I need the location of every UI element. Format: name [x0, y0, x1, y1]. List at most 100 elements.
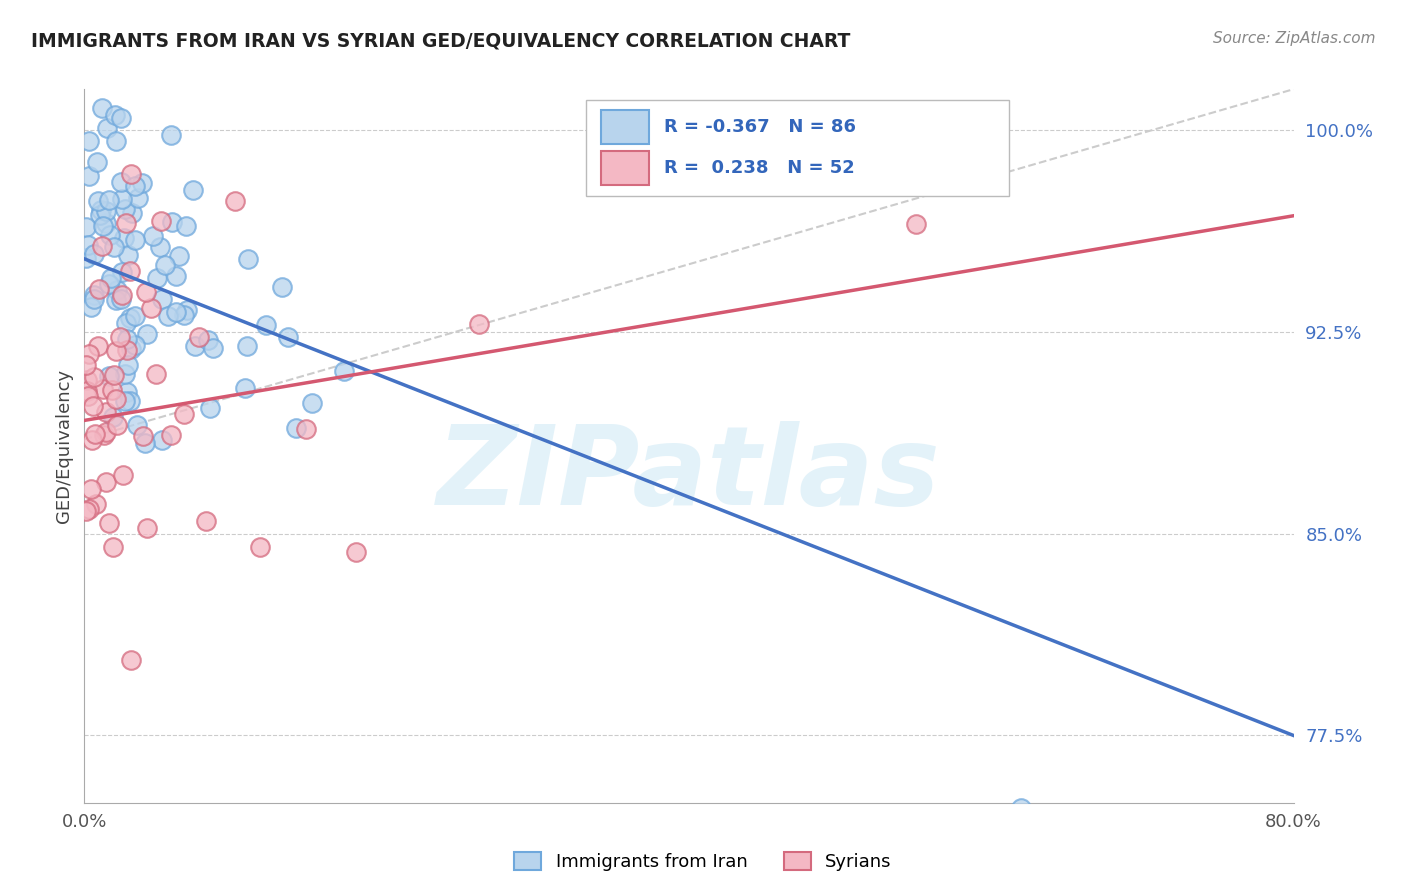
Point [121, 206, 143, 220]
Point [83, 288, 105, 302]
Point [77, 237, 100, 252]
Point [111, 287, 134, 301]
Point [224, 194, 246, 209]
Point [254, 318, 277, 332]
Point [115, 216, 138, 230]
Point [117, 385, 139, 400]
Point [167, 249, 190, 263]
Point [159, 128, 181, 142]
Point [104, 343, 127, 358]
Point [184, 339, 207, 353]
Point [187, 330, 209, 344]
Point [173, 407, 195, 421]
Point [97, 194, 120, 208]
Point [134, 436, 156, 450]
Point [96, 475, 118, 490]
Point [80, 482, 103, 496]
Point [105, 417, 128, 432]
Point [149, 214, 172, 228]
Point [174, 219, 197, 233]
Point [124, 233, 146, 247]
Point [118, 394, 141, 409]
Point [94, 217, 117, 231]
Point [146, 271, 169, 285]
Point [236, 252, 259, 266]
Legend: Immigrants from Iran, Syrians: Immigrants from Iran, Syrians [508, 845, 898, 879]
Point [277, 330, 299, 344]
Text: R =  0.238   N = 52: R = 0.238 N = 52 [664, 159, 855, 177]
Point [157, 309, 180, 323]
Point [142, 229, 165, 244]
Point [236, 338, 259, 352]
Point [127, 190, 149, 204]
Point [124, 338, 146, 352]
Point [111, 192, 134, 206]
Point [89, 208, 111, 222]
Point [131, 176, 153, 190]
Point [145, 367, 167, 381]
Point [110, 111, 132, 125]
Point [198, 401, 221, 416]
Point [86, 154, 108, 169]
Point [135, 521, 157, 535]
Point [94, 405, 117, 419]
Point [98, 228, 121, 243]
Point [87, 194, 110, 209]
Point [83, 370, 105, 384]
Point [75, 219, 97, 234]
Point [117, 358, 139, 372]
Point [904, 217, 927, 231]
Point [76, 384, 98, 398]
Point [93, 427, 115, 442]
Point [103, 240, 125, 254]
Point [101, 541, 124, 555]
Point [285, 421, 308, 435]
Point [468, 317, 491, 331]
Point [84, 498, 107, 512]
Point [301, 396, 323, 410]
Point [124, 309, 146, 323]
Y-axis label: GED/Equivalency: GED/Equivalency [55, 369, 73, 523]
Text: ZIPatlas: ZIPatlas [437, 421, 941, 528]
Point [125, 418, 148, 433]
Point [80, 434, 103, 448]
Point [100, 271, 122, 285]
Point [135, 285, 157, 300]
Point [100, 383, 122, 397]
Text: R = -0.367   N = 86: R = -0.367 N = 86 [664, 118, 855, 136]
Point [103, 368, 125, 383]
Point [97, 516, 120, 530]
Point [120, 168, 142, 182]
Point [173, 309, 195, 323]
Point [155, 258, 177, 272]
Text: IMMIGRANTS FROM IRAN VS SYRIAN GED/EQUIVALENCY CORRELATION CHART: IMMIGRANTS FROM IRAN VS SYRIAN GED/EQUIV… [31, 31, 851, 50]
Point [77, 134, 100, 148]
Point [90, 202, 112, 217]
Point [83, 292, 105, 306]
Point [111, 265, 134, 279]
Point [115, 317, 138, 331]
Point [295, 422, 318, 436]
Point [160, 215, 183, 229]
Point [83, 246, 105, 260]
Point [121, 343, 143, 357]
Point [104, 293, 127, 308]
Point [90, 239, 112, 253]
Point [98, 277, 121, 292]
Point [80, 300, 103, 314]
Point [135, 326, 157, 341]
Point [1011, 801, 1033, 815]
Point [152, 433, 174, 447]
Point [91, 101, 114, 115]
Point [118, 264, 141, 278]
Point [105, 134, 128, 148]
Point [181, 183, 204, 197]
Point [194, 515, 217, 529]
Point [117, 343, 139, 357]
Point [150, 292, 173, 306]
Point [108, 330, 131, 344]
Point [132, 429, 155, 443]
Point [98, 369, 121, 384]
Point [79, 169, 101, 183]
Point [77, 389, 100, 403]
